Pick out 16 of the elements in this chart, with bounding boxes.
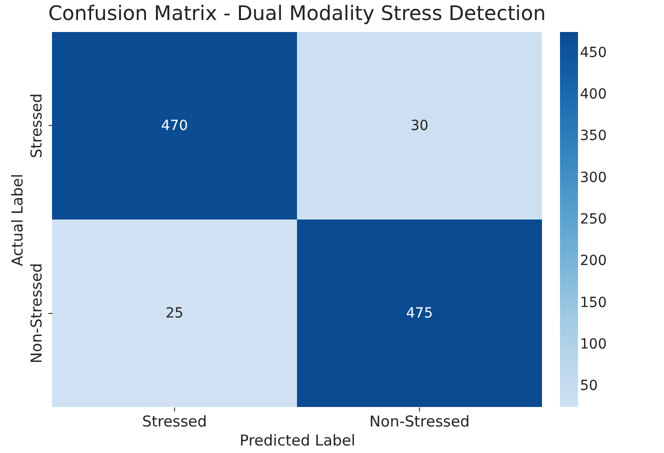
data-label: 25: [166, 305, 184, 322]
color-bar-label: 350: [580, 128, 607, 144]
color-bar-label: 50: [580, 378, 598, 394]
color-bar-label: 150: [580, 294, 607, 311]
color-bar-label: 400: [580, 86, 607, 102]
color-bar-label: 450: [580, 44, 607, 61]
y-axis-title: Actual Label: [8, 174, 26, 266]
color-bar-label: 300: [580, 170, 607, 186]
data-label: 470: [161, 118, 188, 134]
x-axis-title: Predicted Label: [240, 432, 356, 450]
chart-title: Confusion Matrix - Dual Modality Stress Detection: [48, 1, 546, 25]
color-bar-label: 100: [580, 336, 607, 352]
data-label: 475: [406, 305, 433, 322]
color-bar-label: 250: [580, 212, 607, 228]
color-bar-label: 200: [580, 253, 607, 270]
data-label: 30: [410, 118, 428, 134]
